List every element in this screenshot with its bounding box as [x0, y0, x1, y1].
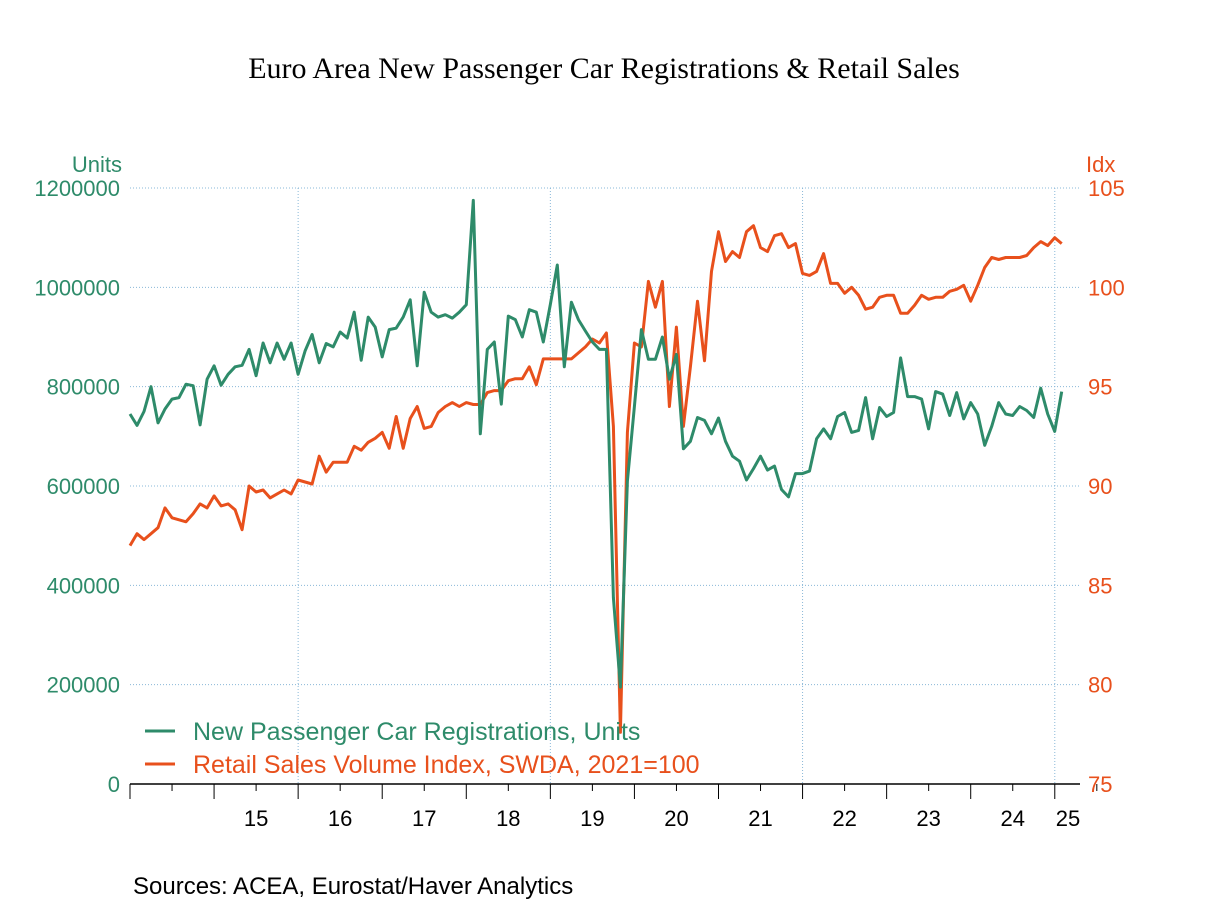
- right-tick-label: 105: [1088, 176, 1125, 201]
- legend-label-retail-sales: Retail Sales Volume Index, SWDA, 2021=10…: [193, 751, 700, 779]
- x-tick-label: 17: [412, 806, 436, 831]
- x-tick-label: 18: [496, 806, 520, 831]
- right-axis-ticks: 75 80 85 90 95 100 105: [1088, 176, 1125, 797]
- x-tick-label: 16: [328, 806, 352, 831]
- chart-title: Euro Area New Passenger Car Registration…: [248, 52, 960, 85]
- left-tick-label: 1000000: [34, 275, 120, 300]
- left-tick-label: 0: [108, 772, 120, 797]
- x-tick-label: 22: [832, 806, 856, 831]
- right-tick-label: 100: [1088, 275, 1125, 300]
- source-note: Sources: ACEA, Eurostat/Haver Analytics: [133, 873, 573, 900]
- x-axis: 15 16 17 18 19 20 21 22 23 24 25: [129, 783, 1098, 831]
- right-tick-label: 85: [1088, 573, 1112, 598]
- x-tick-label: 15: [244, 806, 268, 831]
- right-tick-label: 80: [1088, 673, 1112, 698]
- x-tick-label: 19: [580, 806, 604, 831]
- left-tick-label: 1200000: [34, 176, 120, 201]
- right-tick-label: 95: [1088, 375, 1112, 400]
- x-tick-label: 20: [664, 806, 688, 831]
- x-tick-label: 23: [916, 806, 940, 831]
- series-line-retail-sales: [128, 224, 1063, 734]
- gridlines: [130, 187, 1080, 784]
- legend-label-registrations: New Passenger Car Registrations, Units: [193, 718, 640, 746]
- left-axis-label: Units: [72, 152, 122, 177]
- left-tick-label: 600000: [47, 474, 120, 499]
- right-tick-label: 90: [1088, 474, 1112, 499]
- left-axis-ticks: 0 200000 400000 600000 800000 1000000 1200000: [34, 176, 120, 797]
- left-tick-label: 800000: [47, 375, 120, 400]
- left-tick-label: 400000: [47, 573, 120, 598]
- series-line-registrations: [128, 198, 1064, 689]
- x-tick-label: 25: [1056, 806, 1080, 831]
- x-tick-label: 21: [748, 806, 772, 831]
- left-tick-label: 200000: [47, 673, 120, 698]
- legend: New Passenger Car Registrations, Units R…: [145, 718, 700, 779]
- x-tick-label: 24: [1001, 806, 1025, 831]
- right-axis-label: Idx: [1086, 152, 1115, 177]
- series-lines: [128, 198, 1064, 734]
- right-tick-label: 75: [1088, 772, 1112, 797]
